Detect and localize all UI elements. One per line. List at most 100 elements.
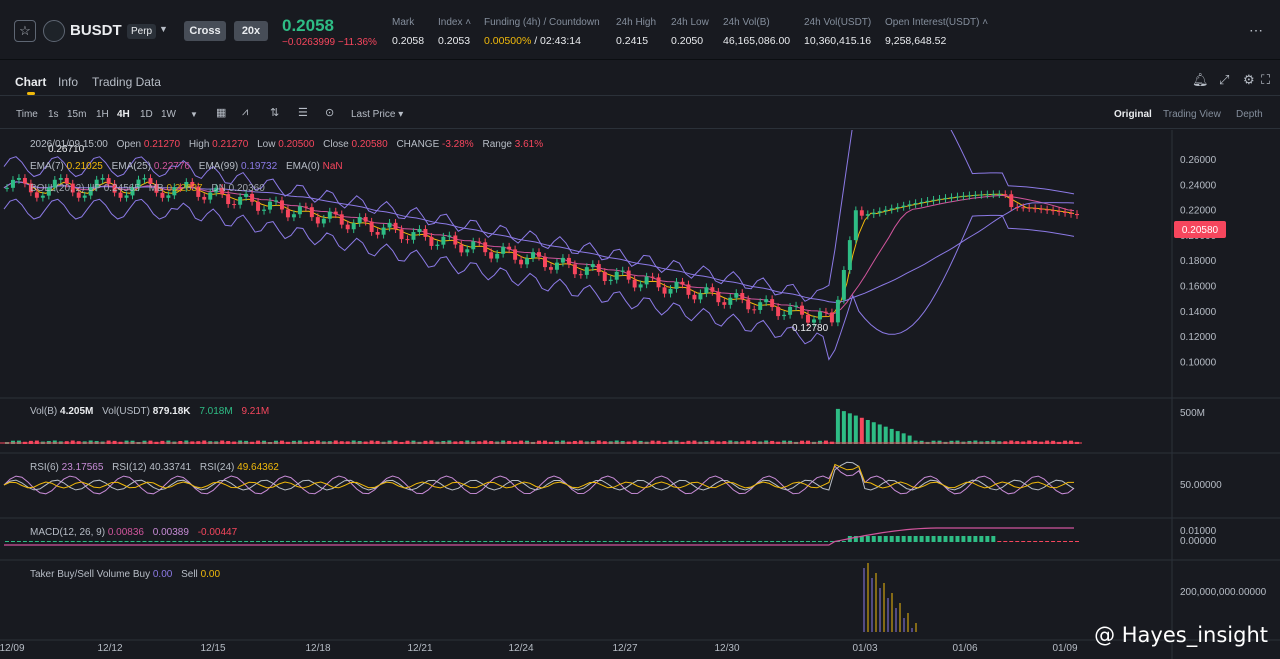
- candle-body: [650, 276, 655, 278]
- current-price-tag-label: 0.20580: [1182, 225, 1219, 236]
- candle-body: [291, 214, 296, 218]
- indicator-icon[interactable]: ⩘: [242, 106, 249, 118]
- macd-histogram-bar: [507, 541, 512, 542]
- candle-body: [680, 281, 685, 285]
- candle-body: [393, 222, 398, 230]
- macd-histogram-bar: [716, 541, 721, 542]
- symbol-dropdown-caret-icon[interactable]: ▼: [159, 24, 168, 34]
- candle-body: [608, 279, 613, 282]
- candle-body: [88, 187, 93, 196]
- watermark-text: @ Hayes_insight: [1094, 623, 1268, 647]
- macd-histogram-bar: [913, 536, 918, 542]
- candle-body: [381, 227, 386, 235]
- candle-body: [130, 187, 135, 196]
- candle-body: [279, 200, 284, 210]
- stat-label: Mark: [392, 17, 415, 28]
- macd-histogram-bar: [1045, 541, 1050, 542]
- view-depth[interactable]: Depth: [1236, 109, 1263, 120]
- compare-icon[interactable]: ⇅: [270, 107, 280, 119]
- view-trading-view[interactable]: Trading View: [1163, 109, 1221, 120]
- candle-body: [214, 187, 219, 193]
- candle-body: [967, 195, 972, 197]
- candle-body: [327, 211, 332, 219]
- volume-bar: [788, 440, 793, 444]
- candle-body: [76, 192, 81, 198]
- candle-body: [441, 236, 446, 245]
- chart-area[interactable]: 0.260000.240000.220000.200000.180000.160…: [0, 77, 1280, 659]
- alert-bell-icon[interactable]: 🔔︎: [1192, 72, 1209, 87]
- macd-histogram-bar: [548, 541, 553, 542]
- volume-bar: [841, 411, 846, 444]
- settings-icon[interactable]: ⚙︎: [1243, 72, 1255, 87]
- calendar-icon[interactable]: ▦: [216, 107, 227, 119]
- candle-body: [34, 192, 39, 198]
- candle-body: [1075, 213, 1079, 216]
- candle-body: [800, 305, 805, 315]
- interval-15m[interactable]: 15m: [67, 109, 87, 120]
- favorite-star-icon[interactable]: ☆: [14, 20, 36, 42]
- candle-body: [1063, 211, 1068, 213]
- macd-histogram-bar: [309, 541, 314, 542]
- candle-body: [985, 194, 990, 196]
- interval-1s[interactable]: 1s: [48, 109, 59, 120]
- price-chart-canvas[interactable]: 0.260000.240000.220000.200000.180000.160…: [0, 77, 1280, 659]
- candle-body: [973, 194, 978, 196]
- candle-body: [812, 319, 816, 323]
- interval-1w[interactable]: 1W: [161, 109, 176, 120]
- candle-body: [596, 264, 601, 272]
- volume-bar: [907, 435, 912, 444]
- volume-bar: [877, 424, 882, 444]
- macd-histogram-bar: [333, 541, 338, 542]
- candle-body: [411, 232, 416, 240]
- tab-info[interactable]: Info: [58, 75, 79, 89]
- drawing-tools-icon[interactable]: ☰: [298, 107, 308, 119]
- macd-histogram-bar: [262, 541, 267, 542]
- candle-body: [614, 271, 619, 280]
- candle-body: [740, 292, 745, 300]
- tab-chart[interactable]: Chart: [15, 75, 47, 89]
- expand-icon[interactable]: ⤢: [1219, 72, 1230, 87]
- interval-dropdown-icon[interactable]: ▼: [190, 110, 198, 119]
- leverage-button[interactable]: 20x: [234, 21, 268, 41]
- volume-bar: [835, 408, 840, 444]
- macd-histogram-bar: [1057, 541, 1062, 542]
- interval-1h[interactable]: 1H: [96, 109, 109, 120]
- candle-body: [829, 312, 834, 323]
- interval-1d[interactable]: 1D: [140, 109, 153, 120]
- candle-body: [883, 209, 888, 212]
- fullscreen-icon[interactable]: ⛶: [1261, 72, 1271, 87]
- candle-body: [871, 212, 876, 215]
- volume-bar: [274, 440, 278, 444]
- macd-histogram-bar: [602, 541, 607, 542]
- candle-body: [764, 299, 769, 303]
- date-tick-label: 12/27: [612, 643, 637, 654]
- candle-body: [1039, 208, 1044, 210]
- volume-bar: [112, 440, 117, 444]
- interval-time[interactable]: Time: [16, 109, 38, 120]
- price-type-select[interactable]: Last Price ▾: [351, 109, 404, 120]
- macd-histogram-bar: [1063, 541, 1068, 542]
- macd-histogram-bar: [46, 541, 51, 542]
- margin-mode-button[interactable]: Cross: [184, 21, 226, 41]
- volume-bar: [291, 440, 296, 444]
- more-options-icon[interactable]: ⋯: [1249, 22, 1264, 38]
- candle-body: [997, 194, 1002, 196]
- view-original[interactable]: Original: [1114, 109, 1152, 120]
- macd-histogram-bar: [160, 541, 165, 542]
- panel-tabs: Chart Info Trading Data 🔔︎ ⤢ ⚙︎ ⛶: [0, 62, 1280, 96]
- candle-body: [399, 229, 404, 240]
- interval-4h[interactable]: 4H: [117, 109, 130, 120]
- volume-bar: [351, 440, 356, 444]
- macd-histogram-bar: [955, 536, 960, 542]
- macd-histogram-bar: [154, 541, 159, 542]
- macd-histogram-bar: [692, 541, 697, 542]
- crosshair-icon[interactable]: ⊙: [325, 107, 335, 119]
- macd-histogram-bar: [357, 541, 362, 542]
- volume-bar: [52, 440, 57, 444]
- volume-bar: [16, 440, 21, 444]
- tab-trading-data[interactable]: Trading Data: [92, 75, 161, 89]
- symbol-name[interactable]: BUSDT: [70, 22, 122, 39]
- macd-histogram-bar: [931, 536, 936, 542]
- candle-body: [1045, 209, 1050, 211]
- macd-histogram-bar: [447, 541, 452, 542]
